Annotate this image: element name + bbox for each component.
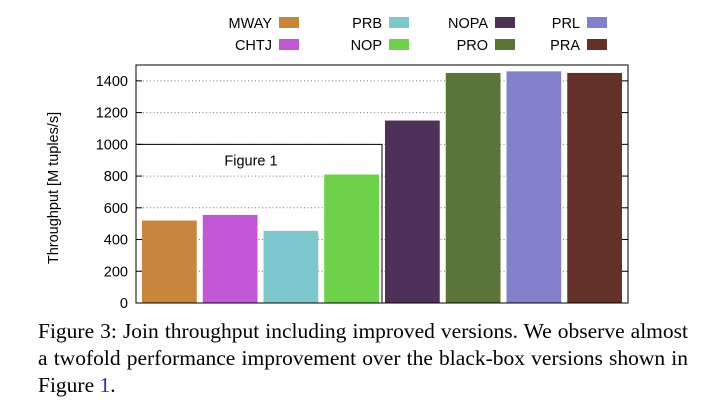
legend-swatch-nopa — [495, 17, 515, 28]
y-tick-label: 1400 — [96, 74, 128, 90]
legend: MWAY PRB NOPA PRL CHTJ NOP PRO PRA — [229, 16, 607, 54]
y-tick-label: 400 — [104, 233, 128, 249]
legend-label-mway: MWAY — [229, 16, 273, 32]
annotation-box — [136, 143, 383, 303]
bar-chart: MWAY PRB NOPA PRL CHTJ NOP PRO PRA Figure 1 0 20… — [46, 16, 629, 312]
bar-nop — [324, 174, 379, 303]
axes: 0 200 400 600 800 1000 1200 1400 — [96, 64, 629, 312]
legend-label-pro: PRO — [457, 38, 488, 54]
bar-nopa — [385, 120, 440, 304]
y-tick-label: 1000 — [96, 137, 128, 153]
bar-prl — [506, 71, 562, 303]
legend-label-prl: PRL — [552, 16, 580, 32]
legend-label-chtj: CHTJ — [235, 38, 272, 54]
bars — [142, 71, 622, 304]
legend-label-nop: NOP — [351, 38, 382, 54]
y-tick-label: 0 — [120, 296, 128, 312]
legend-swatch-mway — [279, 17, 299, 28]
y-tick-label: 200 — [104, 264, 128, 280]
bar-pra — [567, 72, 622, 303]
legend-label-pra: PRA — [550, 38, 580, 54]
legend-swatch-pro — [495, 39, 515, 50]
bar-chtj — [202, 214, 258, 303]
legend-swatch-pra — [587, 39, 607, 50]
legend-swatch-prl — [587, 17, 607, 28]
caption-text: Figure 3: Join throughput including impr… — [38, 319, 688, 397]
legend-swatch-chtj — [279, 39, 299, 50]
bar-mway — [142, 220, 197, 303]
y-tick-label: 600 — [104, 201, 128, 217]
caption-end: . — [110, 373, 116, 397]
bar-prb — [263, 230, 319, 303]
legend-label-prb: PRB — [352, 16, 382, 32]
y-axis-label: Throughput [M tuples/s] — [46, 112, 62, 264]
plot-frame — [135, 64, 629, 304]
y-tick-label: 800 — [104, 169, 128, 185]
legend-label-nopa: NOPA — [448, 16, 488, 32]
figure-caption: Figure 3: Join throughput including impr… — [38, 318, 688, 399]
legend-swatch-nop — [389, 39, 409, 50]
caption-figure-link[interactable]: 1 — [99, 373, 111, 397]
annotation-figure-1: Figure 1 — [136, 143, 383, 303]
annotation-label: Figure 1 — [224, 153, 277, 169]
bar-pro — [445, 72, 501, 303]
legend-swatch-prb — [389, 17, 409, 28]
y-tick-label: 1200 — [96, 106, 128, 122]
